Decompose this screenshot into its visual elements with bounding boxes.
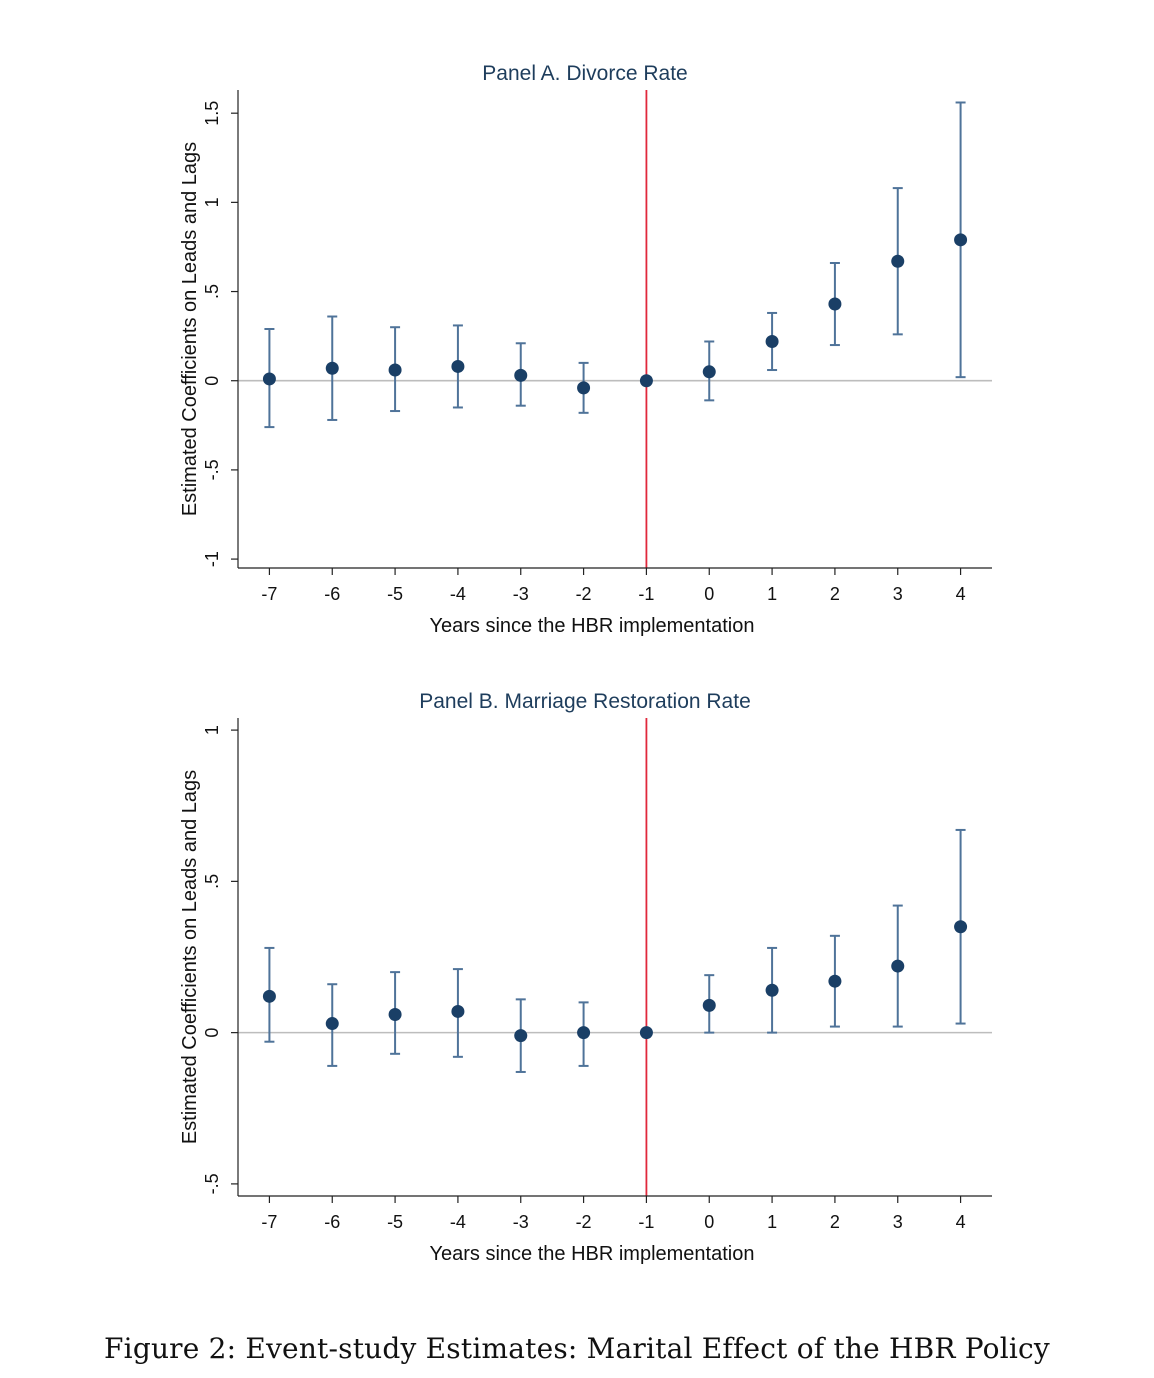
x-tick-label: 4 bbox=[956, 584, 966, 604]
panel-title: Panel A. Divorce Rate bbox=[482, 62, 687, 85]
data-point bbox=[388, 1007, 402, 1021]
panel-a: Panel A. Divorce Rate -1 -.5 0 .5 1 1.5 -7 -6 -5 -… bbox=[179, 62, 992, 637]
x-axis-label: Years since the HBR implementation bbox=[430, 615, 755, 637]
y-tick-label: -.5 bbox=[202, 459, 222, 480]
x-tick-label: -5 bbox=[387, 1212, 403, 1232]
y-tick-label: -1 bbox=[202, 551, 222, 567]
x-tick-label: -1 bbox=[638, 1212, 654, 1232]
data-point bbox=[325, 361, 339, 375]
data-point bbox=[577, 381, 591, 395]
data-point bbox=[765, 983, 779, 997]
data-point bbox=[639, 374, 653, 388]
data-point bbox=[891, 254, 905, 268]
x-axis-label: Years since the HBR implementation bbox=[430, 1243, 755, 1265]
data-point bbox=[828, 297, 842, 311]
data-point bbox=[954, 920, 968, 934]
y-tick-label: 0 bbox=[202, 1028, 222, 1038]
x-tick-label: 2 bbox=[830, 584, 840, 604]
x-tick-label: 0 bbox=[704, 584, 714, 604]
data-point bbox=[514, 1029, 528, 1043]
x-tick-label: -2 bbox=[576, 584, 592, 604]
x-tick-label: -2 bbox=[576, 1212, 592, 1232]
x-tick-label: -6 bbox=[324, 584, 340, 604]
y-tick-label: -.5 bbox=[202, 1173, 222, 1194]
x-tick-label: -7 bbox=[261, 584, 277, 604]
x-tick-label: 4 bbox=[956, 1212, 966, 1232]
x-tick-label: 1 bbox=[767, 1212, 777, 1232]
data-point bbox=[702, 998, 716, 1012]
x-tick-label: -5 bbox=[387, 584, 403, 604]
y-tick-label: 1 bbox=[202, 725, 222, 735]
x-tick-label: -4 bbox=[450, 1212, 466, 1232]
data-point bbox=[325, 1017, 339, 1031]
data-point bbox=[262, 372, 276, 386]
data-point bbox=[514, 368, 528, 382]
data-point bbox=[891, 959, 905, 973]
x-tick-label: -6 bbox=[324, 1212, 340, 1232]
panel-title: Panel B. Marriage Restoration Rate bbox=[419, 690, 751, 713]
x-tick-label: -1 bbox=[638, 584, 654, 604]
x-tick-label: -4 bbox=[450, 584, 466, 604]
x-tick-label: 3 bbox=[893, 584, 903, 604]
x-tick-label: 2 bbox=[830, 1212, 840, 1232]
data-point bbox=[262, 989, 276, 1003]
data-point bbox=[765, 334, 779, 348]
x-tick-label: -7 bbox=[261, 1212, 277, 1232]
data-point bbox=[451, 359, 465, 373]
data-point bbox=[702, 365, 716, 379]
data-point bbox=[577, 1026, 591, 1040]
figure-canvas: Panel A. Divorce Rate-1-.50.511.5-7 -6 -5-… bbox=[179, 62, 992, 1265]
data-point bbox=[388, 363, 402, 377]
panel-b: Panel B. Marriage Restoration Rate -.5 0 .5… bbox=[179, 690, 992, 1265]
y-tick-label: .5 bbox=[202, 284, 222, 299]
x-tick-label: 3 bbox=[893, 1212, 903, 1232]
data-point bbox=[639, 1026, 653, 1040]
y-tick-label: 1 bbox=[202, 197, 222, 207]
x-tick-label: -3 bbox=[513, 584, 529, 604]
y-tick-label: 1.5 bbox=[202, 101, 222, 126]
y-axis-label: Estimated Coefficients on Leads and Lags bbox=[179, 770, 201, 1144]
figure-caption: Figure 2: Event-study Estimates: Marital… bbox=[104, 1332, 1050, 1365]
y-tick-label: .5 bbox=[202, 874, 222, 889]
data-point bbox=[828, 974, 842, 988]
y-axis-label: Estimated Coefficients on Leads and Lags bbox=[179, 142, 201, 516]
data-point bbox=[451, 1004, 465, 1018]
y-tick-label: 0 bbox=[202, 376, 222, 386]
data-point bbox=[954, 233, 968, 247]
x-tick-label: 0 bbox=[704, 1212, 714, 1232]
x-tick-label: -3 bbox=[513, 1212, 529, 1232]
x-tick-label: 1 bbox=[767, 584, 777, 604]
